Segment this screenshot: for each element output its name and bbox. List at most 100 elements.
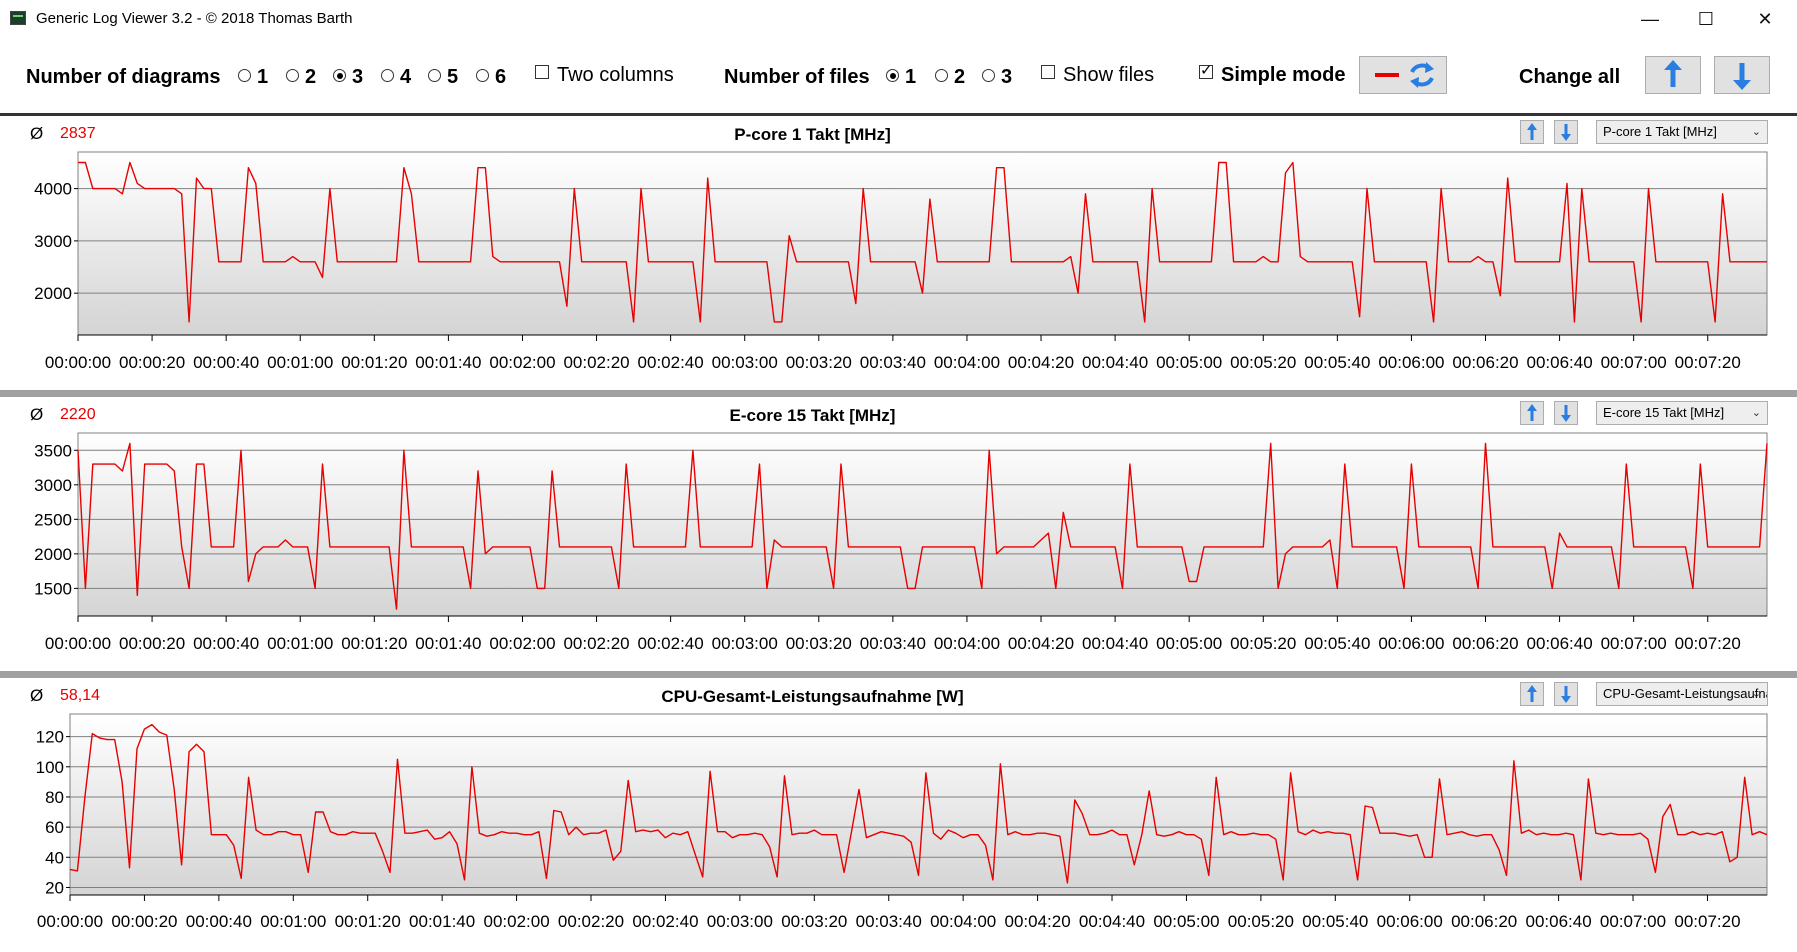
x-tick-label: 00:03:20 — [781, 912, 847, 931]
x-tick-label: 00:04:00 — [934, 353, 1000, 372]
arrow-down-icon — [1561, 124, 1571, 141]
x-tick-label: 00:02:00 — [489, 634, 555, 653]
y-tick-label: 60 — [45, 818, 64, 837]
change-all-down-button[interactable] — [1714, 56, 1770, 94]
arrow-up-icon — [1664, 60, 1682, 87]
line-style-button[interactable] — [1359, 56, 1447, 94]
average-symbol: Ø — [30, 124, 44, 143]
radio-circle-selected[interactable] — [333, 69, 346, 82]
x-tick-label: 00:02:00 — [489, 353, 555, 372]
diagram-radio-5[interactable]: 5 — [428, 66, 458, 89]
panel-splitter[interactable] — [0, 390, 1797, 397]
diagram-panel-1: Ø 2837 P-core 1 Takt [MHz] P-core 1 Takt… — [0, 116, 1797, 390]
x-tick-label: 00:01:00 — [267, 353, 333, 372]
x-tick-label: 00:02:20 — [558, 912, 624, 931]
panel-splitter[interactable] — [0, 671, 1797, 678]
file-radio-1[interactable]: 1 — [886, 66, 916, 89]
diagram-panel-3: Ø 58,14 CPU-Gesamt-Leistungsaufnahme [W]… — [0, 678, 1797, 952]
x-tick-label: 00:00:20 — [111, 912, 177, 931]
arrow-up-icon — [1527, 123, 1537, 140]
toolbar: Number of diagrams 1 2 3 4 5 6 Two colum… — [0, 50, 1797, 106]
file-radio-2[interactable]: 2 — [935, 66, 965, 89]
x-tick-label: 00:01:40 — [409, 912, 475, 931]
move-down-button[interactable] — [1554, 401, 1578, 425]
x-tick-label: 00:00:00 — [45, 353, 111, 372]
x-tick-label: 00:03:40 — [860, 353, 926, 372]
x-tick-label: 00:03:40 — [860, 634, 926, 653]
x-tick-label: 00:07:20 — [1675, 353, 1741, 372]
radio-circle[interactable] — [286, 69, 299, 82]
radio-circle[interactable] — [381, 69, 394, 82]
move-up-button[interactable] — [1520, 120, 1544, 144]
x-tick-label: 00:05:40 — [1304, 634, 1370, 653]
x-tick-label: 00:00:00 — [37, 912, 103, 931]
x-tick-label: 00:03:00 — [712, 634, 778, 653]
checkbox-box-checked[interactable] — [1199, 61, 1213, 79]
x-tick-label: 00:05:00 — [1153, 912, 1219, 931]
file-radio-3[interactable]: 3 — [982, 66, 1012, 89]
checkbox-box[interactable] — [1041, 65, 1055, 79]
x-tick-label: 00:01:00 — [260, 912, 326, 931]
channel-dropdown[interactable]: CPU-Gesamt-Leistungsaufnahme [W]⌄ — [1596, 682, 1768, 706]
change-all-label: Change all — [1519, 66, 1621, 88]
arrow-up-icon — [1527, 685, 1537, 702]
diagram-radio-3[interactable]: 3 — [333, 66, 363, 89]
move-up-button[interactable] — [1520, 401, 1544, 425]
maximize-button[interactable]: ☐ — [1697, 9, 1715, 29]
radio-circle-selected[interactable] — [886, 69, 899, 82]
y-tick-label: 100 — [36, 758, 64, 777]
diagram-radio-6[interactable]: 6 — [476, 66, 506, 89]
plot-area — [77, 432, 1768, 617]
channel-dropdown[interactable]: E-core 15 Takt [MHz] ⌄ — [1596, 401, 1768, 425]
y-tick-label: 1500 — [34, 579, 72, 598]
x-tick-label: 00:07:20 — [1674, 912, 1740, 931]
diagram-panel-2: Ø 2220 E-core 15 Takt [MHz] E-core 15 Ta… — [0, 397, 1797, 671]
x-tick-label: 00:06:20 — [1452, 634, 1518, 653]
x-tick-label: 00:07:00 — [1600, 912, 1666, 931]
diagram-radio-1[interactable]: 1 — [238, 66, 268, 89]
diagram-radio-4[interactable]: 4 — [381, 66, 411, 89]
diagram-title: P-core 1 Takt [MHz] — [734, 125, 891, 144]
x-tick-label: 00:06:20 — [1451, 912, 1517, 931]
x-tick-label: 00:04:40 — [1079, 912, 1145, 931]
number-of-files-label: Number of files — [724, 66, 870, 88]
x-tick-label: 00:00:40 — [193, 353, 259, 372]
move-down-button[interactable] — [1554, 682, 1578, 706]
radio-circle[interactable] — [428, 69, 441, 82]
simple-mode-checkbox[interactable]: Simple mode — [1199, 61, 1345, 87]
checkbox-box[interactable] — [535, 65, 549, 79]
x-tick-label: 00:01:20 — [341, 634, 407, 653]
x-tick-label: 00:05:20 — [1230, 353, 1296, 372]
radio-circle[interactable] — [476, 69, 489, 82]
move-up-button[interactable] — [1520, 682, 1544, 706]
x-tick-label: 00:02:40 — [632, 912, 698, 931]
x-tick-label: 00:01:00 — [267, 634, 333, 653]
arrow-down-icon — [1733, 63, 1751, 90]
y-tick-label: 2000 — [34, 545, 72, 564]
chevron-down-icon: ⌄ — [1751, 407, 1761, 419]
x-tick-label: 00:05:40 — [1304, 353, 1370, 372]
x-tick-label: 00:01:20 — [341, 353, 407, 372]
x-tick-label: 00:03:00 — [712, 353, 778, 372]
move-down-button[interactable] — [1554, 120, 1578, 144]
radio-circle[interactable] — [238, 69, 251, 82]
line-chart: 2000 3000 4000 00:00:00 00:00:20 00:00:40 00:0… — [34, 151, 1768, 372]
x-tick-label: 00:02:40 — [638, 353, 704, 372]
close-button[interactable]: ✕ — [1757, 9, 1773, 29]
x-tick-label: 00:00:20 — [119, 353, 185, 372]
channel-dropdown[interactable]: P-core 1 Takt [MHz] ⌄ — [1596, 120, 1768, 144]
title-bar: Generic Log Viewer 3.2 - © 2018 Thomas B… — [0, 0, 1797, 38]
radio-circle[interactable] — [935, 69, 948, 82]
diagram-radio-2[interactable]: 2 — [286, 66, 316, 89]
arrow-down-icon — [1561, 405, 1571, 422]
series-line — [77, 442, 1768, 610]
chevron-down-icon: ⌄ — [1751, 126, 1761, 138]
x-tick-label: 00:03:00 — [707, 912, 773, 931]
arrow-down-icon — [1561, 686, 1571, 703]
radio-circle[interactable] — [982, 69, 995, 82]
change-all-up-button[interactable] — [1645, 56, 1701, 94]
two-columns-checkbox[interactable]: Two columns — [535, 64, 674, 87]
diagram-title: E-core 15 Takt [MHz] — [729, 406, 896, 425]
minimize-button[interactable]: — — [1641, 9, 1659, 29]
show-files-checkbox[interactable]: Show files — [1041, 64, 1154, 87]
